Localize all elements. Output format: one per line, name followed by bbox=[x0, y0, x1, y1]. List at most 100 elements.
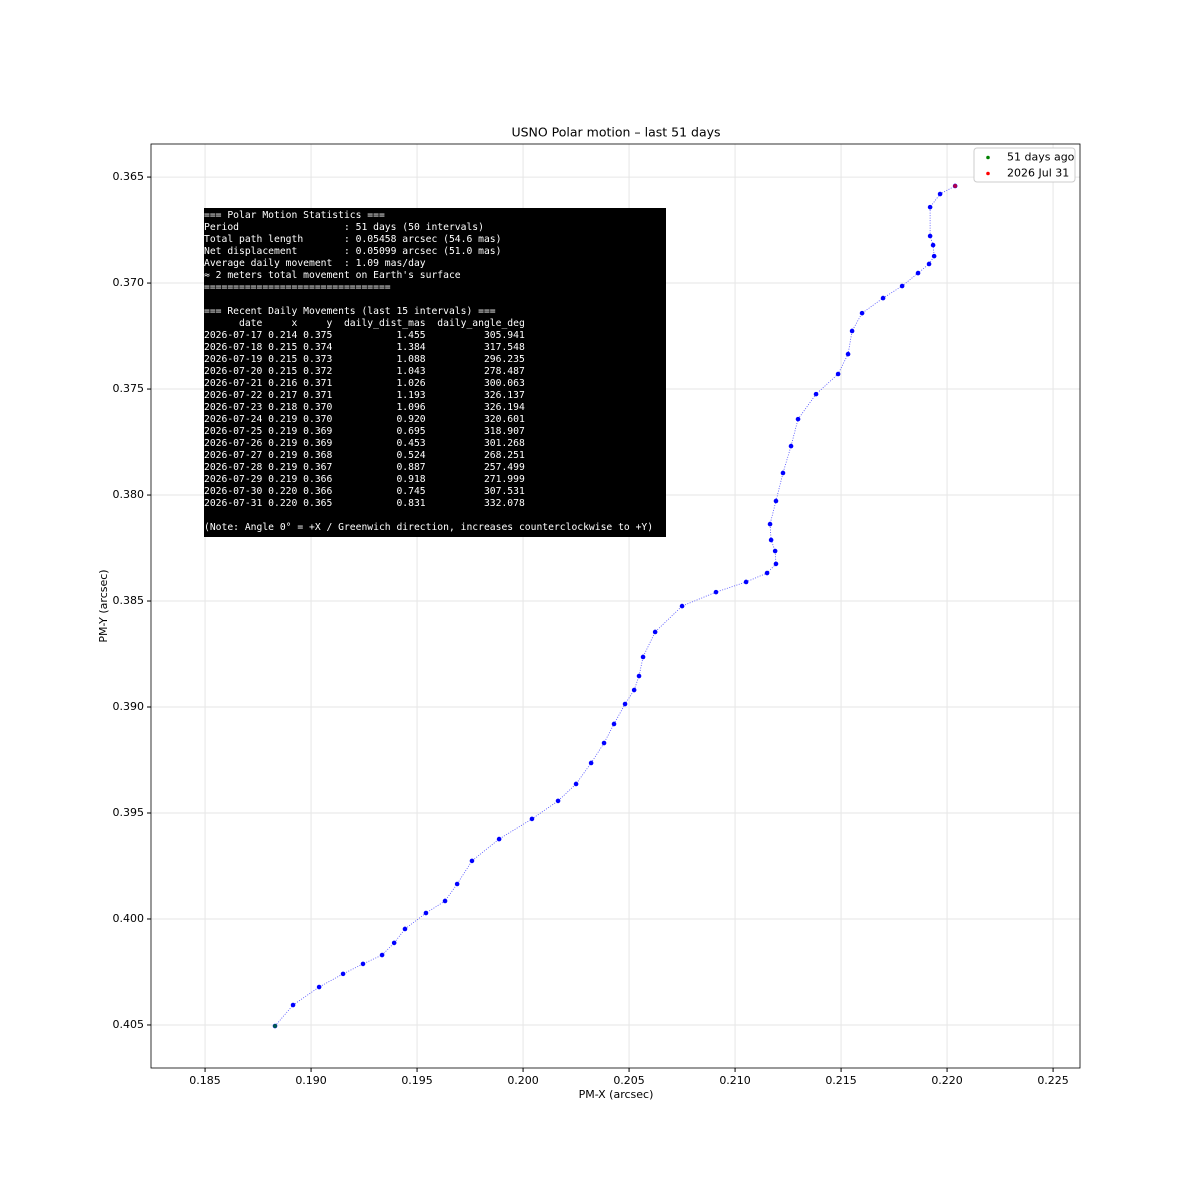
x-tick-label: 0.185 bbox=[189, 1074, 221, 1087]
stats-line: Period : 51 days (50 intervals) bbox=[204, 222, 484, 233]
point bbox=[788, 443, 794, 449]
point bbox=[937, 191, 943, 197]
y-tick-label: 0.385 bbox=[113, 594, 145, 607]
y-tick-label: 0.370 bbox=[113, 276, 145, 289]
point bbox=[360, 961, 366, 967]
point bbox=[880, 295, 886, 301]
x-tick-label: 0.220 bbox=[931, 1074, 963, 1087]
legend-marker bbox=[986, 155, 990, 160]
point bbox=[529, 816, 535, 822]
point bbox=[927, 204, 933, 210]
y-tick-label: 0.400 bbox=[113, 912, 145, 925]
y-tick-label: 0.380 bbox=[113, 488, 145, 501]
point bbox=[859, 310, 865, 316]
stats-line: Net displacement : 0.05099 arcsec (51.0 … bbox=[204, 246, 501, 257]
stats-line: 2026-07-26 0.219 0.369 0.453 301.268 bbox=[204, 438, 525, 449]
stats-line: date x y daily_dist_mas daily_angle_deg bbox=[204, 318, 525, 329]
point bbox=[849, 328, 855, 334]
y-tick-label: 0.365 bbox=[113, 170, 145, 183]
stats-box bbox=[204, 208, 666, 537]
point bbox=[290, 1002, 296, 1008]
point bbox=[768, 537, 774, 543]
point bbox=[713, 589, 719, 595]
plot-frame bbox=[150, 143, 1081, 1069]
point bbox=[679, 603, 685, 609]
point bbox=[773, 561, 779, 567]
point bbox=[631, 687, 637, 693]
point bbox=[764, 570, 770, 576]
legend-label: 51 days ago bbox=[1007, 151, 1075, 164]
point bbox=[813, 391, 819, 397]
point bbox=[930, 242, 936, 248]
legend-marker bbox=[986, 171, 990, 176]
point bbox=[915, 270, 921, 276]
x-tick-label: 0.225 bbox=[1037, 1074, 1069, 1087]
x-tick-label: 0.190 bbox=[295, 1074, 327, 1087]
stats-line: 2026-07-31 0.220 0.365 0.831 332.078 bbox=[204, 498, 525, 509]
point bbox=[780, 470, 786, 476]
start-marker bbox=[273, 1024, 278, 1029]
point bbox=[652, 629, 658, 635]
point bbox=[555, 798, 561, 804]
point bbox=[391, 940, 397, 946]
stats-line: Total path length : 0.05458 arcsec (54.6… bbox=[204, 234, 501, 245]
stats-line: 2026-07-17 0.214 0.375 1.455 305.941 bbox=[204, 330, 525, 341]
point bbox=[835, 371, 841, 377]
x-tick-label: 0.200 bbox=[507, 1074, 539, 1087]
x-tick-label: 0.195 bbox=[401, 1074, 433, 1087]
y-tick-label: 0.405 bbox=[113, 1018, 145, 1031]
stats-line: ================================ bbox=[204, 282, 391, 293]
stats-line: 2026-07-18 0.215 0.374 1.384 317.548 bbox=[204, 342, 525, 353]
point bbox=[379, 952, 385, 958]
point bbox=[402, 926, 408, 932]
point bbox=[611, 721, 617, 727]
point bbox=[926, 261, 932, 267]
stats-line: Average daily movement : 1.09 mas/day bbox=[204, 258, 426, 269]
point bbox=[640, 654, 646, 660]
point bbox=[927, 233, 933, 239]
stats-line: 2026-07-23 0.218 0.370 1.096 326.194 bbox=[204, 402, 525, 413]
x-axis-label: PM-X (arcsec) bbox=[579, 1088, 654, 1101]
stats-line: 2026-07-25 0.219 0.369 0.695 318.907 bbox=[204, 426, 525, 437]
y-tick-label: 0.375 bbox=[113, 382, 145, 395]
stats-line: === Recent Daily Movements (last 15 inte… bbox=[204, 306, 496, 317]
stats-line: 2026-07-22 0.217 0.371 1.193 326.137 bbox=[204, 390, 525, 401]
stats-line: === Polar Motion Statistics === bbox=[204, 210, 385, 221]
stats-line: 2026-07-21 0.216 0.371 1.026 300.063 bbox=[204, 378, 525, 389]
point bbox=[845, 351, 851, 357]
point bbox=[931, 253, 937, 259]
y-tick-label: 0.390 bbox=[113, 700, 145, 713]
x-tick-label: 0.205 bbox=[613, 1074, 645, 1087]
point bbox=[469, 858, 475, 864]
end-marker bbox=[953, 183, 958, 188]
point bbox=[601, 740, 607, 746]
point bbox=[899, 283, 905, 289]
stats-line: 2026-07-20 0.215 0.372 1.043 278.487 bbox=[204, 366, 525, 377]
stats-line: 2026-07-24 0.219 0.370 0.920 320.601 bbox=[204, 414, 525, 425]
point bbox=[772, 548, 778, 554]
y-tick-label: 0.395 bbox=[113, 806, 145, 819]
point bbox=[795, 416, 801, 422]
stats-line: 2026-07-29 0.219 0.366 0.918 271.999 bbox=[204, 474, 525, 485]
point bbox=[496, 836, 502, 842]
stats-line: 2026-07-28 0.219 0.367 0.887 257.499 bbox=[204, 462, 525, 473]
point bbox=[340, 971, 346, 977]
legend-box bbox=[973, 147, 1076, 183]
y-axis-label: PM-Y (arcsec) bbox=[97, 569, 110, 642]
x-tick-label: 0.210 bbox=[719, 1074, 751, 1087]
point bbox=[636, 673, 642, 679]
stats-line: 2026-07-19 0.215 0.373 1.088 296.235 bbox=[204, 354, 525, 365]
point bbox=[767, 521, 773, 527]
point bbox=[316, 984, 322, 990]
point bbox=[743, 579, 749, 585]
chart-title: USNO Polar motion – last 51 days bbox=[511, 125, 720, 140]
stats-line: (Note: Angle 0° = +X / Greenwich directi… bbox=[204, 522, 653, 533]
legend-label: 2026 Jul 31 bbox=[1007, 167, 1069, 180]
point bbox=[454, 881, 460, 887]
stats-line: ≈ 2 meters total movement on Earth's sur… bbox=[204, 270, 461, 281]
x-tick-label: 0.215 bbox=[825, 1074, 857, 1087]
point bbox=[588, 760, 594, 766]
